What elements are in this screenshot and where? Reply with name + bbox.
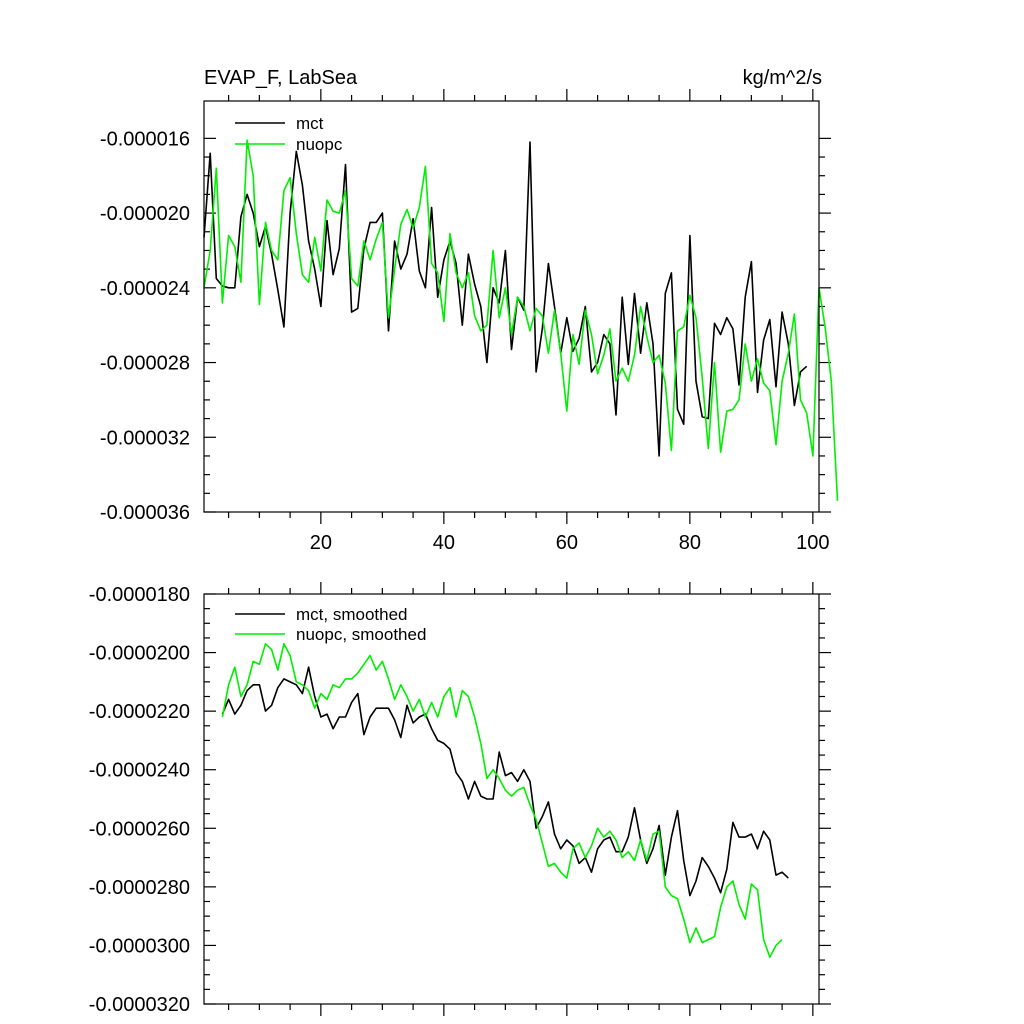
legend-label-nuopc: nuopc — [296, 135, 343, 154]
x-tick-label: 20 — [310, 532, 332, 554]
x-tick-label: 60 — [556, 532, 578, 554]
top-legend: mct nuopc — [235, 114, 343, 154]
top-plot-frame — [203, 100, 820, 513]
top-panel: EVAP_F, LabSea kg/m^2/s -0.000016 -0.0000… — [100, 67, 839, 554]
y-tick-label: -0.0000280 — [89, 877, 190, 899]
y-tick-label: -0.000028 — [100, 353, 190, 375]
x-tick-label: 40 — [433, 532, 455, 554]
x-tick-label: 100 — [796, 532, 829, 554]
bottom-panel: -0.0000180 -0.0000200 -0.0000220 -0.0000240… — [89, 582, 831, 1016]
y-tick-label: -0.0000220 — [89, 701, 190, 723]
legend-label-mct-smoothed: mct, smoothed — [296, 605, 408, 624]
y-tick-label: -0.0000300 — [89, 935, 190, 957]
y-tick-label: -0.000016 — [100, 128, 190, 150]
series-line-mct-smoothed — [221, 666, 789, 897]
y-tick-label: -0.0000260 — [89, 818, 190, 840]
y-tick-label: -0.0000240 — [89, 760, 190, 782]
y-tick-label: -0.000032 — [100, 427, 190, 449]
bottom-legend: mct, smoothed nuopc, smoothed — [235, 605, 426, 644]
y-tick-label: -0.0000200 — [89, 643, 190, 665]
y-tick-label: -0.000020 — [100, 203, 190, 225]
y-tick-label: -0.0000180 — [89, 584, 190, 606]
y-tick-label: -0.0000320 — [89, 994, 190, 1016]
series-line-nuopc-smoothed — [221, 642, 783, 958]
bottom-plot-frame — [203, 593, 820, 1005]
series-line-mct — [203, 141, 808, 457]
y-tick-label: -0.000024 — [100, 278, 190, 300]
x-tick-label: 80 — [679, 532, 701, 554]
legend-label-mct: mct — [296, 114, 324, 133]
units-label: kg/m^2/s — [743, 67, 822, 89]
legend-label-nuopc-smoothed: nuopc, smoothed — [296, 625, 426, 644]
series-line-nuopc — [203, 139, 839, 501]
y-tick-label: -0.000036 — [100, 502, 190, 524]
chart-title: EVAP_F, LabSea — [204, 67, 358, 89]
